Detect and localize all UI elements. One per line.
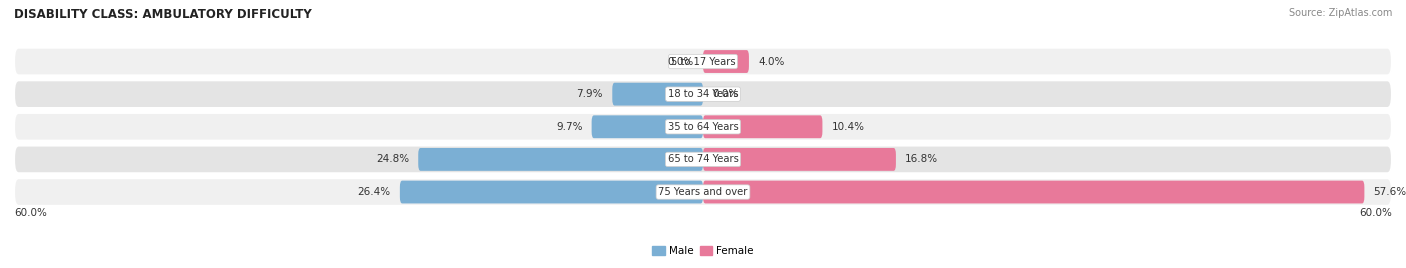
FancyBboxPatch shape xyxy=(703,115,823,138)
Text: 10.4%: 10.4% xyxy=(831,122,865,132)
FancyBboxPatch shape xyxy=(592,115,703,138)
Legend: Male, Female: Male, Female xyxy=(652,246,754,256)
FancyBboxPatch shape xyxy=(703,181,1364,203)
Text: 75 Years and over: 75 Years and over xyxy=(658,187,748,197)
Text: 0.0%: 0.0% xyxy=(713,89,738,99)
FancyBboxPatch shape xyxy=(14,146,1392,173)
FancyBboxPatch shape xyxy=(14,113,1392,141)
FancyBboxPatch shape xyxy=(399,181,703,203)
FancyBboxPatch shape xyxy=(14,48,1392,75)
Text: 35 to 64 Years: 35 to 64 Years xyxy=(668,122,738,132)
FancyBboxPatch shape xyxy=(14,80,1392,108)
FancyBboxPatch shape xyxy=(703,148,896,171)
FancyBboxPatch shape xyxy=(703,50,749,73)
Text: 4.0%: 4.0% xyxy=(758,57,785,66)
Text: Source: ZipAtlas.com: Source: ZipAtlas.com xyxy=(1288,8,1392,18)
Text: 5 to 17 Years: 5 to 17 Years xyxy=(671,57,735,66)
Text: 18 to 34 Years: 18 to 34 Years xyxy=(668,89,738,99)
Text: 60.0%: 60.0% xyxy=(14,208,46,218)
Text: 57.6%: 57.6% xyxy=(1374,187,1406,197)
Text: 0.0%: 0.0% xyxy=(668,57,693,66)
Text: 65 to 74 Years: 65 to 74 Years xyxy=(668,154,738,164)
FancyBboxPatch shape xyxy=(418,148,703,171)
FancyBboxPatch shape xyxy=(612,83,703,106)
Text: 7.9%: 7.9% xyxy=(576,89,603,99)
Text: 16.8%: 16.8% xyxy=(905,154,938,164)
Text: 24.8%: 24.8% xyxy=(375,154,409,164)
Text: DISABILITY CLASS: AMBULATORY DIFFICULTY: DISABILITY CLASS: AMBULATORY DIFFICULTY xyxy=(14,8,312,21)
FancyBboxPatch shape xyxy=(14,178,1392,206)
Text: 26.4%: 26.4% xyxy=(357,187,391,197)
Text: 9.7%: 9.7% xyxy=(555,122,582,132)
Text: 60.0%: 60.0% xyxy=(1360,208,1392,218)
